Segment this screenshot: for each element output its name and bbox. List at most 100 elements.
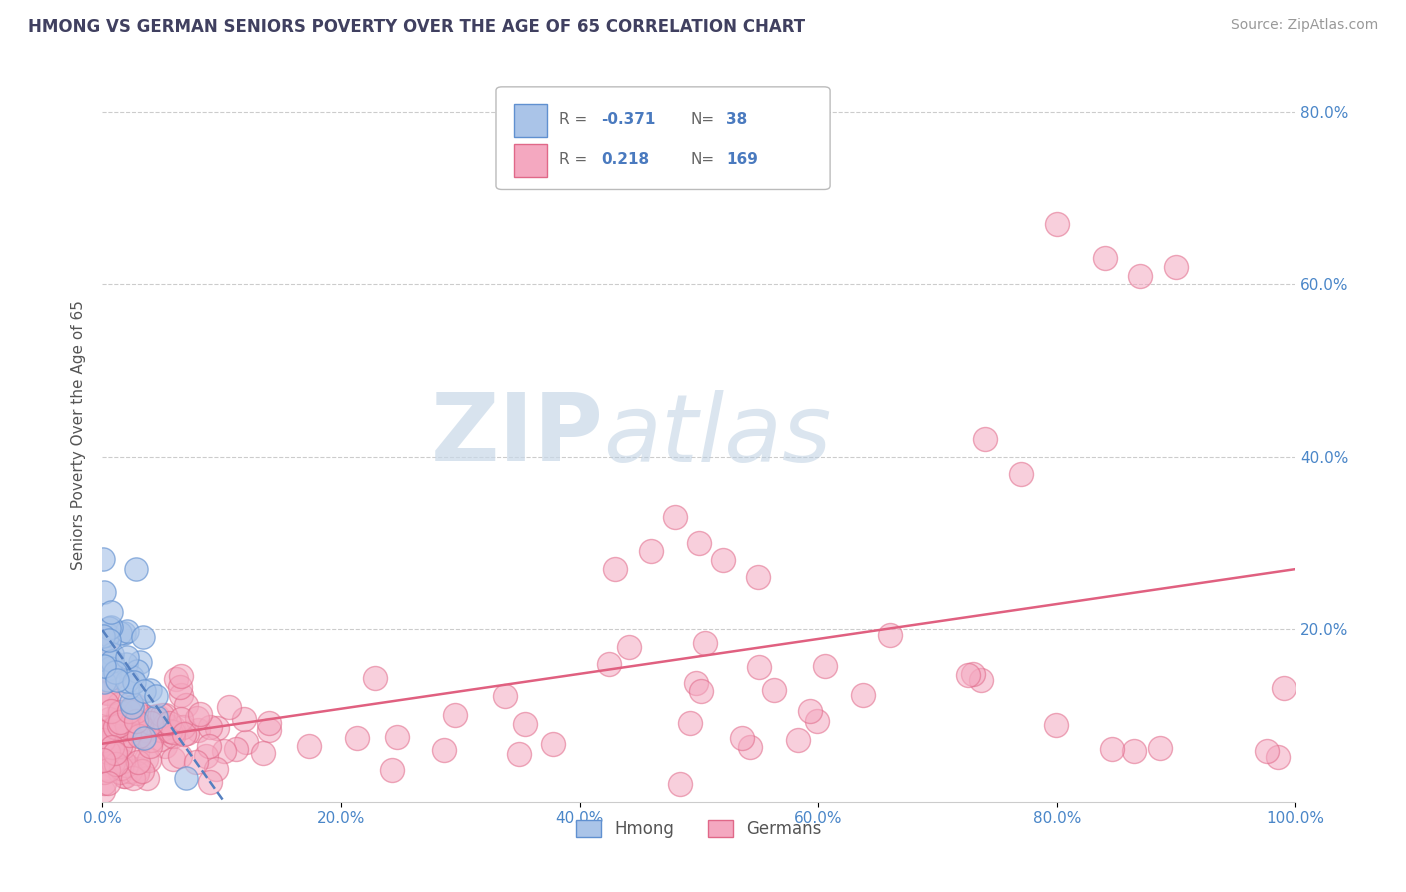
Germans [364, 671, 387, 685]
Germans [169, 748, 191, 763]
Germans [96, 685, 118, 699]
Germans [162, 752, 184, 766]
Germans [101, 739, 124, 753]
Germans [97, 745, 120, 759]
Germans [93, 775, 115, 789]
Germans [97, 664, 120, 678]
Hmong [104, 665, 127, 679]
Hmong [115, 674, 138, 689]
Germans [143, 710, 166, 724]
Hmong [134, 683, 156, 698]
Germans [97, 775, 120, 789]
Germans [205, 762, 228, 776]
Germans [135, 752, 157, 766]
Germans [806, 714, 828, 729]
Germans [104, 757, 127, 772]
Text: 0.218: 0.218 [600, 152, 650, 167]
Germans [640, 544, 662, 558]
Hmong [174, 771, 197, 785]
Hmong [117, 650, 139, 665]
Germans [259, 723, 281, 737]
Germans [104, 720, 127, 734]
Germans [98, 757, 121, 772]
Germans [159, 716, 181, 731]
Hmong [120, 695, 142, 709]
Germans [605, 562, 627, 576]
Germans [1149, 741, 1171, 756]
Germans [93, 747, 115, 761]
Bar [513, 104, 547, 137]
Germans [108, 734, 131, 748]
Germans [94, 761, 117, 775]
Germans [131, 764, 153, 778]
Germans [110, 760, 132, 774]
Germans [105, 726, 128, 740]
Bar [513, 145, 547, 178]
Hmong [121, 670, 143, 684]
Germans [105, 713, 128, 727]
Germans [94, 740, 117, 755]
Hmong [132, 731, 155, 745]
Germans [146, 709, 169, 723]
Hmong [98, 621, 121, 635]
Germans [108, 764, 131, 779]
Germans [685, 676, 707, 690]
Germans [962, 666, 984, 681]
Germans [879, 627, 901, 641]
Germans [118, 728, 141, 742]
Germans [385, 730, 408, 744]
Germans [129, 718, 152, 732]
Germans [118, 703, 141, 717]
Germans [1010, 467, 1032, 481]
Germans [188, 707, 211, 722]
Germans [128, 730, 150, 744]
Germans [186, 756, 208, 770]
Germans [1094, 252, 1116, 266]
Germans [135, 771, 157, 785]
Hmong [100, 605, 122, 619]
Germans [252, 747, 274, 761]
Germans [198, 721, 221, 735]
Text: R =: R = [560, 152, 592, 167]
Germans [443, 708, 465, 723]
Hmong [93, 551, 115, 566]
Germans [974, 433, 997, 447]
Germans [101, 739, 124, 754]
Germans [127, 762, 149, 776]
Germans [298, 739, 321, 753]
Germans [100, 731, 122, 746]
Hmong [93, 585, 115, 599]
Germans [98, 738, 121, 752]
Germans [200, 774, 222, 789]
Germans [149, 731, 172, 746]
Germans [432, 743, 454, 757]
Germans [108, 739, 131, 753]
Text: N=: N= [690, 112, 714, 127]
Germans [107, 714, 129, 728]
Germans [169, 680, 191, 694]
Germans [1122, 744, 1144, 758]
Germans [162, 720, 184, 734]
Germans [93, 764, 115, 779]
Germans [93, 753, 115, 767]
Germans [101, 759, 124, 773]
Germans [176, 726, 198, 740]
Germans [153, 739, 176, 753]
Germans [508, 747, 530, 761]
Hmong [127, 664, 149, 678]
Hmong [115, 657, 138, 671]
Germans [763, 683, 786, 698]
Germans [103, 670, 125, 684]
Germans [170, 689, 193, 703]
Germans [731, 731, 754, 745]
Germans [738, 739, 761, 754]
Germans [381, 763, 404, 777]
Germans [1272, 681, 1295, 695]
Germans [94, 634, 117, 648]
Germans [139, 716, 162, 731]
Germans [93, 724, 115, 739]
Germans [107, 708, 129, 723]
Germans [103, 746, 125, 760]
Hmong [98, 632, 121, 647]
Germans [127, 765, 149, 780]
